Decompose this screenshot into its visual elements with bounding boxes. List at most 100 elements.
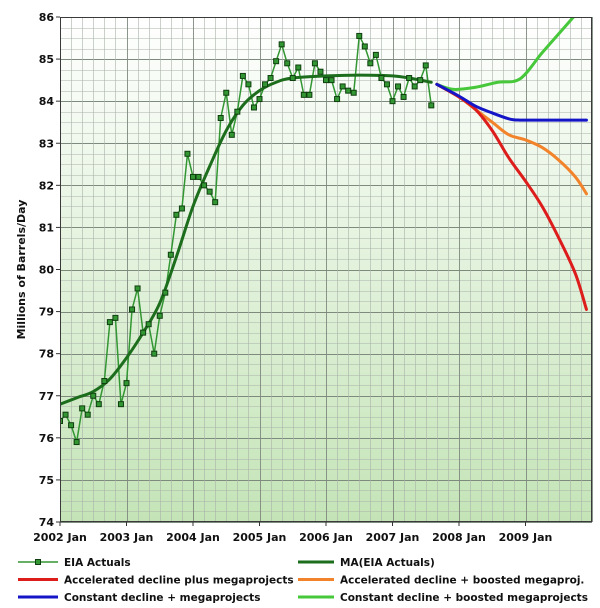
series-point-eia-actuals: [284, 60, 291, 67]
plot-frame: [60, 17, 592, 522]
series-line-constant-decline-boosted-megaprojects: [435, 17, 576, 91]
legend: EIA Actuals MA(EIA Actuals) Accelerated de…: [18, 557, 588, 604]
series-point-eia-actuals: [417, 77, 424, 84]
y-tick-label: 83: [39, 137, 54, 150]
series-point-eia-actuals: [334, 96, 341, 103]
series-point-eia-actuals: [184, 150, 191, 157]
series-point-eia-actuals: [317, 68, 324, 75]
series-point-eia-actuals: [90, 392, 97, 399]
series-point-eia-actuals: [206, 188, 213, 195]
series-point-eia-actuals: [428, 102, 435, 109]
series-point-eia-actuals: [79, 405, 86, 412]
series-point-eia-actuals: [323, 77, 329, 84]
series-point-eia-actuals: [378, 75, 385, 82]
y-tick-label: 78: [39, 348, 54, 361]
y-tick-label: 82: [39, 179, 54, 192]
series-point-eia-actuals: [95, 401, 102, 408]
series-point-eia-actuals: [223, 89, 230, 96]
series-point-eia-actuals: [267, 75, 274, 82]
series-point-eia-actuals: [262, 81, 269, 88]
series-point-eia-actuals: [228, 131, 235, 138]
series-point-eia-actuals: [117, 401, 124, 408]
series-point-eia-actuals: [167, 251, 174, 258]
series-point-eia-actuals: [129, 306, 136, 313]
plot-background-layer: [60, 17, 592, 522]
series-point-eia-actuals: [289, 75, 296, 82]
series-point-eia-actuals: [273, 58, 280, 65]
series-point-eia-actuals: [411, 83, 418, 90]
y-tick-label: 86: [39, 11, 55, 24]
legend-item: MA(EIA Actuals): [298, 557, 435, 569]
legend-item: EIA Actuals: [18, 557, 131, 569]
x-tick-label: 2008 Jan: [432, 531, 486, 544]
legend-item: Constant decline + boosted megaprojects: [298, 592, 588, 604]
series-point-eia-actuals: [73, 439, 80, 446]
y-tick-label: 77: [39, 390, 54, 403]
series-point-eia-actuals: [350, 89, 357, 96]
series-point-eia-actuals: [134, 285, 141, 292]
series-point-eia-actuals: [400, 93, 407, 100]
plot-frame-layer: [60, 17, 592, 522]
series-point-eia-actuals: [383, 81, 390, 88]
series-point-eia-actuals: [140, 329, 147, 336]
y-tick-label: 74: [39, 516, 55, 529]
series-point-eia-actuals: [68, 422, 75, 429]
x-tick-label: 2007 Jan: [366, 531, 420, 544]
series-point-eia-actuals: [245, 81, 252, 88]
series-point-eia-actuals: [212, 199, 219, 206]
legend-item: Constant decline + megaprojects: [18, 592, 260, 604]
y-tick-label: 75: [39, 474, 54, 487]
series-point-eia-actuals: [300, 91, 307, 98]
series-point-eia-actuals: [195, 173, 202, 180]
legend-label: EIA Actuals: [64, 557, 131, 569]
y-tick-label: 79: [39, 306, 54, 319]
axes: 74 75 76 77 78 79 80 81 82 83 84 85 86 2002 Jan 2003 J…: [15, 11, 552, 544]
series-point-eia-actuals: [367, 60, 374, 67]
x-tick-label: 2002 Jan: [33, 531, 87, 544]
series-point-eia-actuals: [162, 289, 169, 296]
legend-item: Accelerated decline plus megaprojects: [18, 575, 294, 587]
legend-item: Accelerated decline + boosted megaproj.: [298, 575, 584, 587]
legend-label: Accelerated decline plus megaprojects: [64, 575, 294, 587]
series-point-eia-actuals: [217, 115, 224, 121]
x-tick-label: 2006 Jan: [299, 531, 353, 544]
legend-marker: [35, 559, 41, 565]
gridlines: [60, 17, 593, 523]
series-point-eia-actuals: [345, 87, 352, 94]
x-tick-label: 2005 Jan: [233, 531, 287, 544]
series-point-eia-actuals: [422, 62, 429, 69]
x-tick-label: 2009 Jan: [499, 531, 553, 544]
series-point-eia-actuals: [328, 77, 335, 84]
series-point-eia-actuals: [156, 312, 163, 319]
y-tick-label: 85: [39, 53, 54, 66]
series-point-eia-actuals: [372, 51, 379, 58]
series-line-ma-eia-actuals: [60, 73, 433, 406]
series-layer: [60, 17, 588, 446]
y-tick-label: 76: [39, 432, 55, 445]
series-line-constant-decline-megaprojects: [435, 82, 588, 122]
series-point-eia-actuals: [395, 83, 402, 90]
y-tick-label: 84: [39, 95, 55, 108]
series-point-eia-actuals: [311, 60, 318, 67]
series-point-eia-actuals: [201, 182, 208, 189]
series-point-eia-actuals: [60, 418, 63, 424]
y-tick-label: 80: [39, 264, 55, 277]
legend-label: Constant decline + megaprojects: [64, 592, 260, 604]
series-point-eia-actuals: [239, 72, 246, 79]
series-point-eia-actuals: [62, 411, 69, 418]
series-point-eia-actuals: [101, 378, 108, 385]
series-point-eia-actuals: [123, 380, 130, 387]
series-point-eia-actuals: [295, 64, 302, 71]
y-tick-label: 81: [39, 221, 54, 234]
series-point-eia-actuals: [173, 211, 180, 218]
series-point-eia-actuals: [306, 91, 313, 98]
x-tick-label: 2003 Jan: [100, 531, 154, 544]
series-point-eia-actuals: [234, 108, 241, 115]
series-point-eia-actuals: [278, 41, 285, 48]
series-point-eia-actuals: [356, 32, 363, 39]
series-point-eia-actuals: [361, 43, 368, 50]
series-point-eia-actuals: [112, 314, 119, 321]
legend-label: Constant decline + boosted megaprojects: [340, 592, 588, 604]
